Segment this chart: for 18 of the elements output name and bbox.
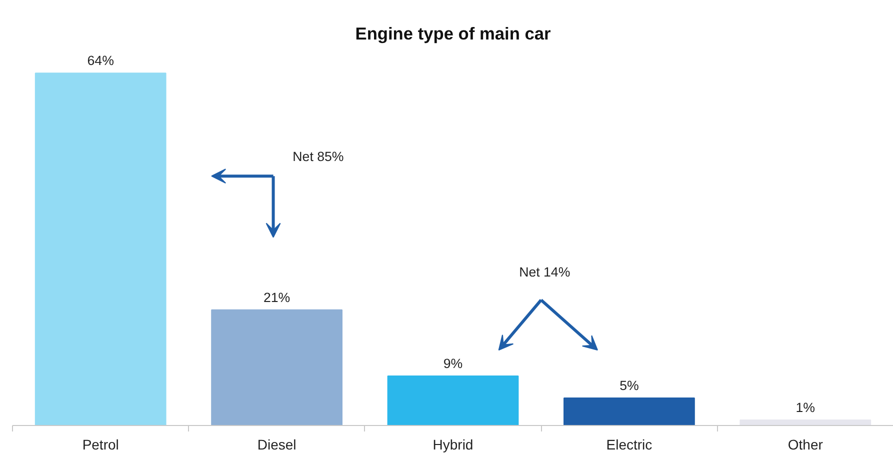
annotation: Net 85%	[292, 149, 344, 164]
x-tick-label: Hybrid	[432, 436, 474, 452]
chart-title: Engine type of main car	[355, 24, 551, 44]
data-label: 21%	[263, 290, 290, 305]
x-tick-label: Electric	[606, 436, 652, 452]
data-label: 1%	[796, 400, 816, 415]
bar	[211, 309, 342, 426]
x-tick-label: Petrol	[82, 436, 119, 452]
bar	[34, 72, 166, 426]
bar	[564, 397, 695, 426]
x-tick-label: Diesel	[257, 436, 296, 452]
x-tick-label: Other	[788, 436, 824, 452]
data-label: 64%	[87, 53, 114, 68]
data-label: 9%	[443, 356, 463, 371]
bar	[740, 419, 872, 426]
bar	[387, 375, 519, 426]
annotation: Net 14%	[519, 264, 570, 280]
data-label: 5%	[620, 378, 639, 393]
